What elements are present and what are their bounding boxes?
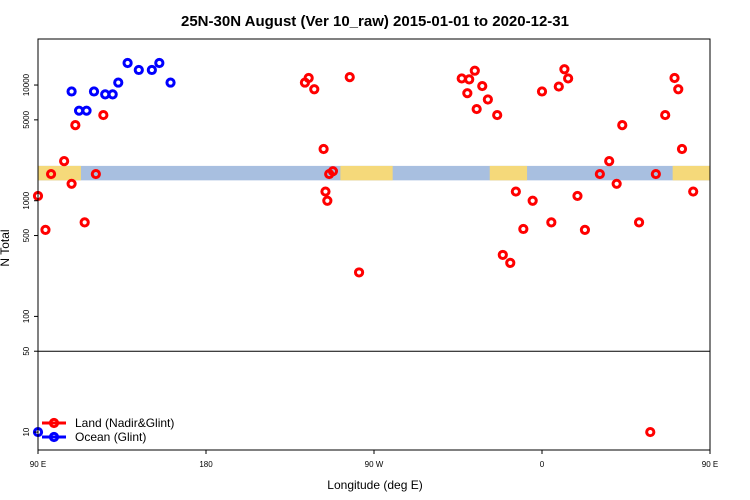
point-ocean-10 [146,64,157,76]
point-land-46 [660,109,671,121]
legend: Land (Nadir&Glint) Ocean (Glint) [42,416,174,444]
point-land-20 [462,88,473,99]
point-land-1 [40,224,51,235]
point-land-14 [322,195,333,206]
chart-title: 25N-30N August (Ver 10_raw) 2015-01-01 t… [181,13,569,30]
legend-ocean-marker [48,431,60,443]
point-land-39 [594,168,605,180]
point-land-27 [497,249,508,261]
y-tick-label-0: 10 [22,427,31,436]
band-land-1 [340,165,393,181]
point-land-34 [553,81,564,92]
point-ocean-7 [113,77,124,88]
x-tick-label-1: 180 [199,460,213,469]
point-land-26 [492,109,503,121]
point-land-32 [536,86,548,97]
point-ocean-9 [133,64,144,76]
point-ocean-1 [66,86,77,97]
point-land-43 [633,217,645,228]
x-tick-label-2: 90 W [365,460,384,469]
point-land-47 [669,72,680,84]
y-tick-label-1: 50 [22,346,31,355]
point-land-13 [320,186,331,197]
point-ocean-4 [88,86,100,97]
point-land-29 [510,186,521,197]
legend-land-marker [48,417,60,429]
point-land-40 [604,156,615,167]
point-land-33 [546,217,557,228]
point-land-2 [45,168,57,180]
x-tick-label-4: 90 E [702,460,718,469]
y-tick-label-5: 5000 [22,110,31,128]
data-points [32,57,699,438]
point-land-42 [617,120,628,131]
point-ocean-3 [81,105,92,116]
point-land-11 [309,84,320,95]
point-ocean-8 [122,57,133,69]
point-ocean-6 [107,89,118,100]
point-land-44 [645,426,656,438]
point-land-35 [559,64,570,75]
point-land-12 [318,143,329,155]
point-land-25 [482,94,493,105]
point-land-7 [90,168,101,180]
point-land-22 [469,65,480,76]
band-land-0 [38,165,81,181]
x-axis-label: Longitude (deg E) [327,478,422,492]
point-land-48 [673,84,684,95]
point-land-17 [344,72,355,83]
point-land-37 [572,190,583,202]
point-land-50 [688,186,699,197]
point-land-38 [579,224,591,235]
x-axis: 90 E 180 90 W 0 90 E [30,450,718,469]
point-land-49 [676,143,688,155]
y-tick-label-4: 1000 [22,191,31,209]
point-land-41 [611,178,622,189]
point-land-21 [464,74,475,85]
x-tick-label-0: 90 E [30,460,46,469]
y-axis-label: N Total [0,229,12,266]
point-land-18 [353,267,365,278]
point-ocean-12 [165,77,176,88]
point-land-28 [505,257,516,269]
y-tick-label-6: 10000 [22,73,31,96]
y-tick-label-2: 100 [22,309,31,323]
point-land-6 [79,217,90,228]
point-land-45 [650,168,661,180]
y-axis: 10 50 100 500 1000 5000 10000 [22,73,38,437]
point-land-30 [518,223,529,235]
point-land-23 [471,103,482,115]
legend-land-label: Land (Nadir&Glint) [75,416,174,430]
point-land-8 [98,109,109,121]
point-ocean-11 [154,57,165,69]
x-tick-label-3: 0 [540,460,545,469]
point-land-16 [327,166,339,177]
point-land-10 [303,72,314,84]
point-land-24 [477,80,488,92]
point-land-36 [563,73,574,84]
distribution-band [38,165,710,181]
point-land-5 [70,120,81,131]
point-land-31 [527,195,538,206]
band-land-3 [672,165,710,181]
legend-ocean-label: Ocean (Glint) [75,430,146,444]
band-land-2 [489,165,528,181]
point-land-3 [59,156,70,167]
point-land-4 [66,178,77,189]
y-tick-label-3: 500 [22,228,31,242]
